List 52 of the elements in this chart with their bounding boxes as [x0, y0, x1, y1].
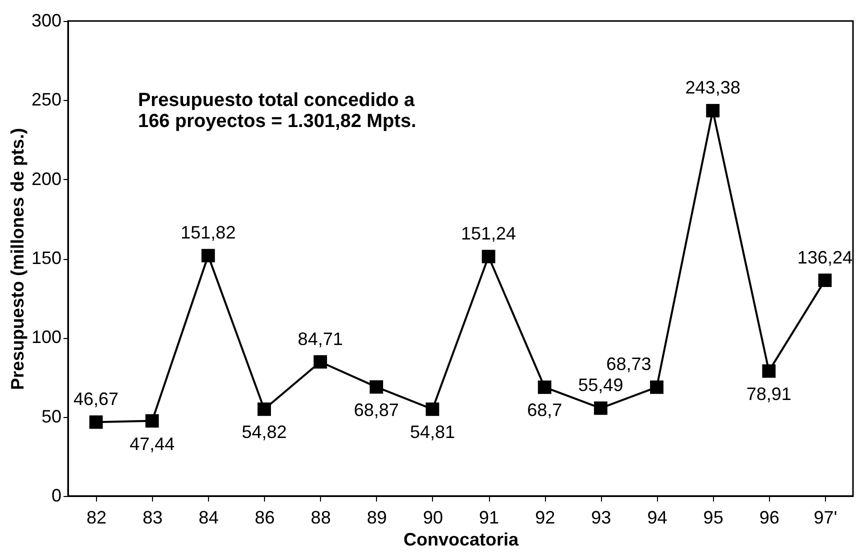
x-axis-title: Convocatoria — [403, 530, 520, 550]
x-tick-label: 93 — [591, 508, 612, 528]
data-label: 54,82 — [242, 422, 287, 442]
point — [818, 274, 832, 287]
x-tick-label: 96 — [759, 508, 780, 528]
data-label: 84,71 — [298, 328, 343, 349]
point — [370, 380, 384, 394]
point — [314, 355, 328, 369]
y-axis-title: Presupuesto (millones de pts.) — [7, 128, 28, 390]
data-label: 78,91 — [746, 384, 792, 404]
y-tick-label: 150 — [31, 248, 62, 268]
y-tick-label: 250 — [31, 90, 62, 110]
y-tick-label: 200 — [31, 168, 62, 189]
point — [201, 248, 215, 262]
data-label: 47,44 — [130, 434, 175, 454]
data-label: 46,67 — [74, 389, 119, 410]
data-label: 54,81 — [410, 422, 455, 442]
data-label: 55,49 — [578, 375, 624, 396]
y-tick-label: 0 — [51, 486, 62, 506]
point — [258, 402, 271, 416]
x-tick-label: 82 — [86, 508, 107, 528]
data-label: 136,24 — [797, 247, 852, 268]
data-label: 68,7 — [527, 400, 562, 420]
point — [762, 364, 776, 378]
x-tick-label: 95 — [703, 508, 724, 528]
x-tick-label: 89 — [366, 508, 387, 528]
point — [538, 380, 552, 394]
x-tick-label: 94 — [647, 508, 668, 528]
point — [89, 415, 103, 429]
point — [482, 250, 496, 264]
point — [650, 380, 664, 394]
y-tick-label: 300 — [31, 10, 62, 30]
x-tick-label: 83 — [142, 508, 163, 528]
x-tick-label: 91 — [479, 508, 500, 528]
point — [594, 401, 608, 415]
y-tick-label: 100 — [31, 327, 62, 348]
x-tick-label: 84 — [198, 508, 219, 528]
data-label: 151,82 — [180, 222, 236, 243]
point — [145, 414, 159, 428]
point — [426, 402, 440, 416]
data-label: 68,73 — [606, 354, 652, 374]
y-tick-label: 50 — [41, 406, 62, 426]
x-tick-label: 86 — [254, 508, 275, 528]
data-label: 151,24 — [461, 224, 516, 244]
x-tick-label: 88 — [310, 508, 331, 528]
x-tick-label: 97' — [814, 508, 838, 528]
point — [706, 104, 720, 118]
x-tick-label: 90 — [422, 508, 443, 528]
x-tick-label: 92 — [535, 508, 556, 528]
data-label: 243,38 — [685, 78, 740, 98]
annotation: Presupuesto total concedido a 166 proyectos = 1.301,82 Mpts. — [138, 90, 416, 132]
data-label: 68,87 — [354, 400, 399, 420]
